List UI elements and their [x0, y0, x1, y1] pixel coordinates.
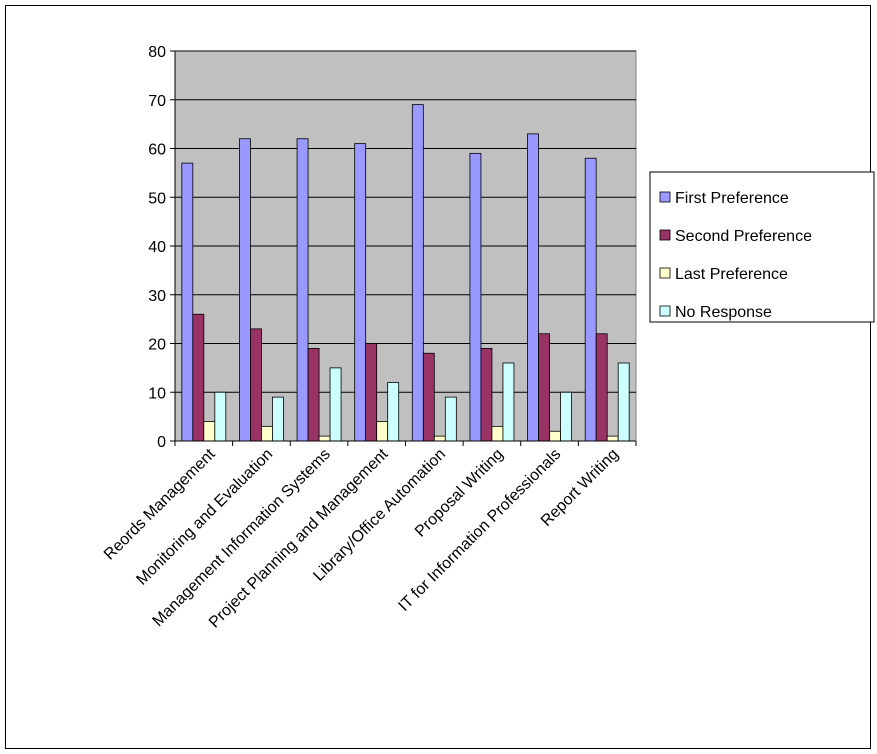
bar [318, 435, 331, 442]
bar [549, 430, 561, 442]
bar [411, 104, 424, 442]
bars [181, 104, 630, 442]
bar [272, 396, 284, 442]
bar [329, 367, 342, 442]
y-tick-label: 70 [148, 93, 166, 110]
bar [261, 425, 273, 442]
bar [239, 138, 251, 442]
bar [538, 333, 550, 442]
legend-swatch [659, 191, 671, 203]
bar [376, 421, 389, 442]
y-tick-label: 80 [148, 44, 166, 61]
y-tick-label: 40 [148, 239, 166, 256]
y-tick-label: 20 [148, 337, 166, 354]
bar [606, 435, 619, 442]
bar [527, 133, 539, 442]
x-category-label: Reords Management [101, 445, 219, 563]
bar [203, 421, 216, 442]
y-tick-label: 60 [148, 142, 166, 159]
legend-box [649, 171, 875, 323]
legend-label: First Preference [675, 190, 789, 207]
bar [214, 391, 227, 442]
legend-swatch [659, 305, 671, 317]
bar [365, 343, 378, 442]
bar [354, 143, 367, 442]
legend-swatch [659, 229, 671, 241]
legend: First Preference Second Preference Last Pr… [649, 171, 875, 323]
bar [595, 333, 608, 442]
bar [433, 435, 446, 442]
legend-swatch [659, 267, 671, 279]
bar [181, 162, 194, 442]
bar [307, 347, 320, 442]
legend-label: Second Preference [675, 228, 812, 245]
y-tick-label: 10 [148, 385, 166, 402]
legend-label: No Response [675, 304, 772, 321]
bar [560, 391, 572, 442]
legend-label: Last Preference [675, 266, 788, 283]
y-tick-label: 30 [148, 288, 166, 305]
bar [584, 157, 597, 442]
bar [192, 313, 205, 442]
bar [387, 382, 400, 442]
bar [422, 352, 435, 442]
y-tick-label: 0 [157, 434, 166, 451]
bar [491, 425, 504, 442]
bar [480, 347, 493, 442]
bar [502, 362, 515, 442]
axes [170, 50, 637, 446]
bar [296, 138, 309, 442]
bar [444, 396, 457, 442]
y-tick-label: 50 [148, 190, 166, 207]
bar [469, 152, 482, 442]
bar [250, 328, 262, 442]
bar [617, 362, 630, 442]
